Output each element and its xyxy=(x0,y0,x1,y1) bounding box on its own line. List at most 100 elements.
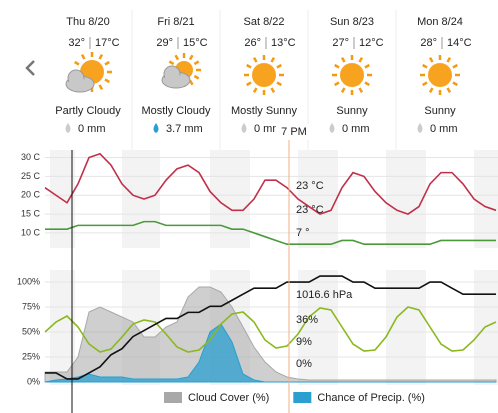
cloud xyxy=(163,75,189,87)
night-band xyxy=(298,150,338,248)
sun xyxy=(340,63,364,87)
sun-ray xyxy=(452,63,458,69)
y-tick-label: 0% xyxy=(27,376,40,386)
sun-ray xyxy=(252,57,258,63)
y-tick-label: 100% xyxy=(17,276,40,286)
condition: Sunny xyxy=(336,105,368,117)
day-name: Mon 8/24 xyxy=(417,16,463,28)
condition: Sunny xyxy=(424,105,456,117)
precip: 3.7 mm xyxy=(166,123,203,135)
high-temp: 32° xyxy=(68,37,85,49)
sun-ray xyxy=(334,81,340,87)
high-temp: 28° xyxy=(420,37,437,49)
line xyxy=(44,306,497,353)
night-band xyxy=(474,150,498,248)
sun-ray xyxy=(364,63,370,69)
drop-icon xyxy=(329,123,335,133)
sun-ray xyxy=(428,57,434,63)
condition: Partly Cloudy xyxy=(55,105,121,117)
day-name: Fri 8/21 xyxy=(157,16,194,28)
cloud xyxy=(67,79,93,91)
precip: 0 mm xyxy=(342,123,370,135)
sun-ray xyxy=(74,60,80,66)
drop-icon xyxy=(417,123,423,133)
legend-label: Chance of Precip. (%) xyxy=(317,392,425,404)
sun-ray xyxy=(174,54,180,61)
night-band xyxy=(386,150,426,248)
low-temp: 15°C xyxy=(183,37,208,49)
sun-ray xyxy=(168,60,175,66)
sun-ray xyxy=(246,63,252,69)
sun-ray xyxy=(193,74,200,80)
night-band xyxy=(50,270,75,385)
cursor-label: 23 °C xyxy=(296,204,324,216)
cursor-label: 36% xyxy=(296,314,318,326)
sun xyxy=(252,63,276,87)
legend-label: Cloud Cover (%) xyxy=(188,392,269,404)
day-name: Thu 8/20 xyxy=(66,16,109,28)
sun-ray xyxy=(358,57,364,63)
sun-ray xyxy=(452,81,458,87)
cursor-time: 7 PM xyxy=(281,126,307,138)
high-temp: 26° xyxy=(244,37,261,49)
cursor-time-box xyxy=(276,124,312,140)
y-tick-label: 25% xyxy=(22,351,40,361)
drop-icon xyxy=(65,123,71,133)
legend-swatch xyxy=(293,392,312,403)
sun-ray xyxy=(358,87,364,93)
cursor-label: 0% xyxy=(296,358,312,370)
y-tick-label: 15 C xyxy=(21,208,41,218)
precip: 0 mm xyxy=(430,123,458,135)
condition: Mostly Cloudy xyxy=(141,105,211,117)
precip: 0 mm xyxy=(254,123,282,135)
y-tick-label: 25 C xyxy=(21,171,41,181)
y-tick-label: 20 C xyxy=(21,190,41,200)
line xyxy=(45,220,496,246)
sun-ray xyxy=(193,60,200,66)
area xyxy=(44,286,497,383)
sun-ray xyxy=(422,81,428,87)
night-band xyxy=(298,270,338,385)
legend-swatch xyxy=(164,392,182,403)
sun-ray xyxy=(422,63,428,69)
sun-ray xyxy=(364,81,370,87)
sun-ray xyxy=(80,54,86,60)
area xyxy=(44,323,496,383)
sun xyxy=(428,63,452,87)
sun-ray xyxy=(98,54,104,60)
y-tick-label: 30 C xyxy=(21,152,41,162)
sun-ray xyxy=(446,87,452,93)
sun-ray xyxy=(340,57,346,63)
night-band xyxy=(474,270,498,385)
sun-ray xyxy=(252,87,258,93)
low-temp: 12°C xyxy=(359,37,384,49)
low-temp: 13°C xyxy=(271,37,296,49)
line xyxy=(44,152,497,215)
low-temp: 17°C xyxy=(95,37,120,49)
sun-ray xyxy=(188,54,194,61)
cursor-label: 23 °C xyxy=(296,180,324,192)
cursor-label: 7 ° xyxy=(296,227,310,239)
y-tick-label: 75% xyxy=(22,301,40,311)
sun-ray xyxy=(104,60,110,66)
sun-ray xyxy=(446,57,452,63)
sun-ray xyxy=(104,78,110,84)
cursor-label: 9% xyxy=(296,336,312,348)
drop-icon xyxy=(153,123,159,133)
day-name: Sat 8/22 xyxy=(244,16,285,28)
night-band xyxy=(386,270,426,385)
cursor-label: 1016.6 hPa xyxy=(296,289,353,301)
sun-ray xyxy=(188,79,194,86)
high-temp: 27° xyxy=(332,37,349,49)
sun-ray xyxy=(270,87,276,93)
low-temp: 14°C xyxy=(447,37,472,49)
sun-ray xyxy=(276,63,282,69)
sun-ray xyxy=(276,81,282,87)
sun-ray xyxy=(334,63,340,69)
prev-button[interactable] xyxy=(25,60,35,76)
drop-icon xyxy=(241,123,247,133)
y-tick-label: 10 C xyxy=(21,227,41,237)
high-temp: 29° xyxy=(156,37,173,49)
sun-ray xyxy=(340,87,346,93)
